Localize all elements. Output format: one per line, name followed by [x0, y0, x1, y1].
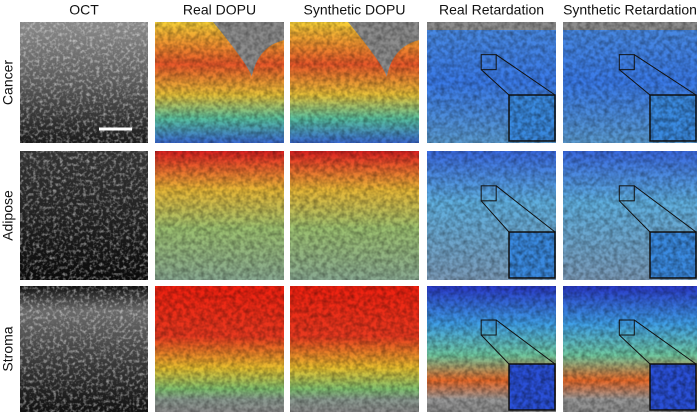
row-label: Cancer: [0, 60, 16, 105]
zoom-texture: [509, 364, 555, 410]
texture: [20, 151, 148, 280]
texture: [290, 22, 419, 143]
texture: [155, 22, 284, 143]
texture: [155, 286, 284, 412]
image-panel: [20, 286, 148, 412]
zoom-texture: [650, 364, 696, 410]
zoom-line: [480, 334, 510, 365]
row-labels: Cancer Adipose Stroma: [0, 60, 16, 372]
zoom-line: [618, 200, 651, 233]
image-panel: [563, 22, 697, 143]
zoom-line: [495, 54, 556, 96]
zoom-source: [480, 54, 497, 71]
image-panel: [155, 151, 284, 280]
image-panel: [563, 286, 697, 412]
image-panel: [290, 151, 419, 280]
image-panel: [563, 151, 697, 280]
image-panel: [290, 22, 419, 143]
zoom-line: [633, 319, 697, 365]
panels: [20, 22, 697, 412]
column-header: Synthetic Retardation: [563, 2, 697, 18]
column-header: Synthetic DOPU: [304, 2, 406, 18]
image-panel: [427, 22, 556, 143]
image-panel: [20, 151, 148, 280]
zoom-line: [495, 185, 556, 233]
zoom-line: [618, 69, 651, 96]
texture: [290, 151, 419, 280]
zoom-source: [480, 185, 497, 202]
zoom-source: [480, 319, 497, 336]
zoom-texture: [650, 95, 696, 141]
row-label: Adipose: [0, 190, 16, 241]
image-panel: [155, 22, 284, 143]
zoom-line: [495, 319, 556, 365]
zoom-source: [618, 319, 635, 336]
zoom-line: [633, 185, 697, 233]
column-header: Real Retardation: [439, 2, 544, 18]
image-panel: [20, 22, 148, 143]
zoom-texture: [509, 232, 555, 278]
image-panel: [290, 286, 419, 412]
column-headers: OCT Real DOPU Synthetic DOPU Real Retardati…: [69, 2, 697, 18]
texture: [20, 22, 148, 143]
image-panel: [155, 286, 284, 412]
zoom-line: [480, 200, 510, 233]
column-header: OCT: [69, 2, 99, 18]
zoom-line: [634, 54, 697, 96]
texture: [20, 286, 148, 412]
zoom-texture: [509, 95, 555, 141]
zoom-texture: [650, 232, 696, 278]
texture: [290, 286, 419, 412]
row-label: Stroma: [0, 326, 16, 371]
image-panel: [427, 151, 556, 280]
zoom-line: [618, 334, 651, 365]
zoom-source: [618, 54, 635, 71]
zoom-line: [480, 69, 510, 96]
zoom-source: [618, 185, 635, 202]
image-panel: [427, 286, 556, 412]
column-header: Real DOPU: [183, 2, 256, 18]
texture: [155, 151, 284, 280]
